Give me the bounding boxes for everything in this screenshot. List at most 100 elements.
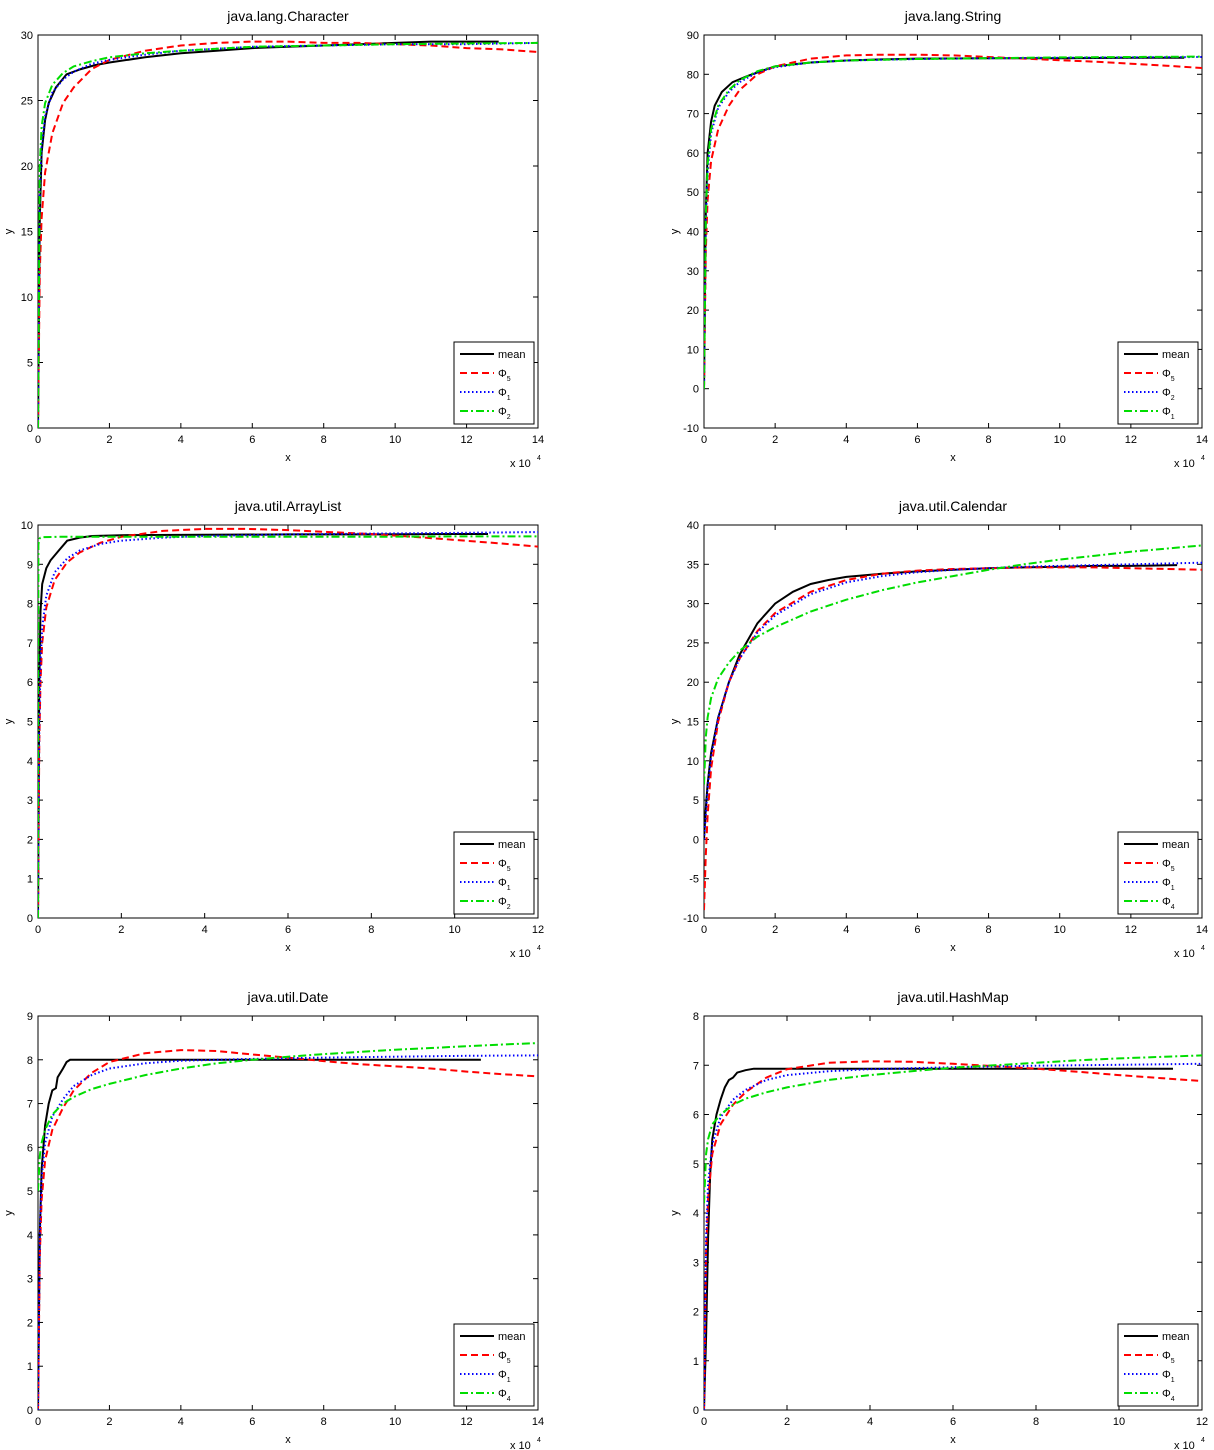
- x-tick-label: 12: [460, 1416, 472, 1428]
- x-axis-label: x: [285, 1434, 291, 1446]
- y-axis-label: y: [3, 718, 15, 724]
- y-tick-label: 30: [687, 599, 699, 611]
- legend-entry: Φ4: [498, 1388, 511, 1403]
- legend-entry: mean: [498, 1331, 526, 1343]
- y-tick-label: 10: [687, 756, 699, 768]
- legend-entry-name: Φ: [1162, 387, 1171, 399]
- x-exponent-power: 4: [537, 455, 541, 462]
- x-tick-label: 6: [249, 434, 255, 446]
- x-tick-label: 4: [867, 1416, 873, 1428]
- x-tick-label: 4: [843, 434, 849, 446]
- y-tick-label: 5: [693, 795, 699, 807]
- x-axis-label: x: [950, 942, 956, 954]
- series-line-2: [704, 1060, 1202, 1410]
- y-tick-label: 3: [27, 1274, 33, 1286]
- x-tick-label: 8: [1033, 1416, 1039, 1428]
- x-tick-label: 0: [35, 1416, 41, 1428]
- x-tick-label: 8: [368, 924, 374, 936]
- chart-title: java.lang.String: [904, 8, 1002, 24]
- y-tick-label: 10: [687, 344, 699, 356]
- x-tick-label: 6: [914, 924, 920, 936]
- legend-entry-name: Φ: [498, 1350, 507, 1362]
- x-tick-label: 14: [532, 1416, 544, 1428]
- x-tick-label: 4: [843, 924, 849, 936]
- series-line-3: [38, 531, 538, 918]
- legend-entry: mean: [1162, 839, 1190, 851]
- legend-entry-name: Φ: [1162, 877, 1171, 889]
- legend-entry-subscript: 4: [1171, 1396, 1175, 1403]
- legend-entry-name: Φ: [498, 858, 507, 870]
- x-exponent-power: 4: [1201, 945, 1205, 952]
- chart-title: java.util.Date: [247, 989, 329, 1005]
- y-tick-label: 20: [21, 161, 33, 173]
- legend-entry-name: mean: [498, 1331, 526, 1343]
- x-tick-label: 0: [701, 1416, 707, 1428]
- y-tick-label: 0: [693, 1405, 699, 1417]
- x-tick-label: 4: [178, 1416, 184, 1428]
- y-tick-label: 3: [27, 795, 33, 807]
- y-tick-label: 30: [21, 30, 33, 42]
- y-tick-label: 0: [693, 384, 699, 396]
- legend-entry-subscript: 1: [507, 885, 511, 892]
- legend-entry-name: mean: [498, 349, 526, 361]
- legend-entry: Φ1: [498, 877, 511, 892]
- legend-entry-name: Φ: [498, 1388, 507, 1400]
- y-tick-label: 2: [693, 1307, 699, 1319]
- legend-entry-subscript: 4: [507, 1396, 511, 1403]
- series-line-3: [38, 41, 538, 428]
- legend-entry-name: Φ: [498, 406, 507, 418]
- series-line-2: [38, 1049, 538, 1410]
- y-axis-label: y: [669, 1210, 681, 1216]
- x-tick-label: 6: [285, 924, 291, 936]
- chart-title: java.util.Calendar: [898, 498, 1008, 514]
- series-line-4: [704, 544, 1202, 785]
- x-exponent-label: x 10: [510, 458, 531, 470]
- legend-entry: Φ5: [498, 1350, 511, 1365]
- series-line-2: [704, 53, 1202, 389]
- legend-entry-name: Φ: [1162, 368, 1171, 380]
- y-axis-label: y: [3, 228, 15, 234]
- x-exponent-label: x 10: [1174, 1440, 1195, 1450]
- y-tick-label: 1: [693, 1356, 699, 1368]
- legend-entry-subscript: 5: [1171, 866, 1175, 873]
- y-tick-label: 80: [687, 69, 699, 81]
- y-tick-label: 20: [687, 305, 699, 317]
- y-tick-label: 35: [687, 559, 699, 571]
- y-tick-label: 8: [27, 1055, 33, 1067]
- x-exponent-label: x 10: [510, 948, 531, 960]
- y-tick-label: 4: [693, 1208, 699, 1220]
- legend-entry: Φ5: [498, 858, 511, 873]
- x-tick-label: 0: [35, 434, 41, 446]
- legend-entry-name: Φ: [498, 1369, 507, 1381]
- x-tick-label: 4: [202, 924, 208, 936]
- y-tick-label: -10: [683, 913, 699, 925]
- legend-entry: Φ1: [1162, 877, 1175, 892]
- x-tick-label: 0: [701, 434, 707, 446]
- y-tick-label: 1: [27, 874, 33, 886]
- x-exponent-power: 4: [537, 945, 541, 952]
- y-tick-label: 0: [27, 913, 33, 925]
- series-line-3: [704, 561, 1202, 840]
- legend-entry-name: Φ: [1162, 406, 1171, 418]
- y-tick-label: 0: [27, 423, 33, 435]
- y-tick-label: 5: [693, 1159, 699, 1171]
- y-tick-label: 7: [27, 638, 33, 650]
- y-tick-label: 15: [687, 717, 699, 729]
- legend-entry-subscript: 5: [1171, 1358, 1175, 1365]
- x-tick-label: 2: [118, 924, 124, 936]
- legend-entry-name: Φ: [1162, 1369, 1171, 1381]
- x-tick-label: 10: [389, 434, 401, 446]
- legend-entry: Φ1: [498, 387, 511, 402]
- legend-entry-name: mean: [1162, 349, 1190, 361]
- y-axis-label: y: [669, 718, 681, 724]
- legend-entry: mean: [498, 839, 526, 851]
- y-axis-label: y: [3, 1210, 15, 1216]
- legend-entry: Φ5: [498, 368, 511, 383]
